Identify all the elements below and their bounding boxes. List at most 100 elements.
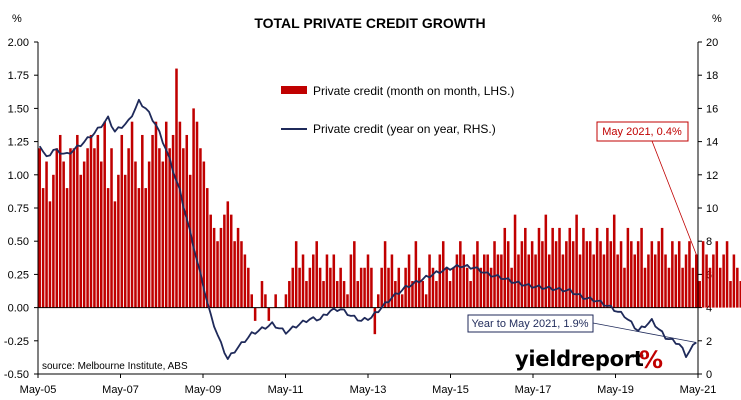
bar: [483, 254, 486, 308]
bar: [195, 121, 199, 308]
legend: Private credit (month on month, LHS.) Pr…: [281, 84, 514, 136]
x-tick-label: May-13: [350, 384, 387, 396]
annotation-annual-text: Year to May 2021, 1.9%: [471, 318, 588, 330]
line-series: [38, 98, 697, 361]
series-line: [38, 98, 697, 361]
bar: [575, 214, 578, 308]
annotation-leader-monthly: [651, 140, 697, 255]
bar: [715, 241, 719, 308]
bar: [448, 281, 452, 308]
bar-series: [38, 68, 741, 335]
bar: [89, 134, 93, 308]
legend-label-bar: Private credit (month on month, LHS.): [313, 84, 514, 98]
bar: [626, 227, 630, 308]
bar: [486, 254, 489, 308]
bar: [291, 267, 295, 308]
bar: [465, 267, 469, 308]
bar: [243, 254, 247, 308]
bar: [202, 161, 206, 308]
bar: [732, 254, 736, 308]
bar: [151, 134, 154, 308]
bar: [674, 254, 678, 308]
y-left-tick-label: -0.50: [4, 369, 29, 381]
bar: [164, 121, 168, 308]
bar: [274, 294, 277, 308]
bar: [209, 214, 212, 308]
y-right-unit: %: [712, 13, 722, 25]
bar: [452, 267, 455, 308]
bar: [698, 281, 701, 308]
bar: [708, 267, 712, 308]
bar: [657, 241, 660, 308]
y-right-tick-label: 14: [706, 137, 718, 149]
bar: [407, 254, 411, 308]
y-right-tick-label: 16: [706, 103, 718, 115]
bar: [558, 227, 561, 308]
bar: [339, 267, 342, 308]
bar: [582, 227, 585, 308]
bar: [236, 227, 240, 308]
bar: [691, 267, 695, 308]
bar: [199, 148, 202, 308]
bar: [356, 281, 360, 308]
bar: [496, 254, 500, 308]
x-tick-label: May-07: [102, 384, 139, 396]
bar: [530, 241, 534, 308]
bar: [123, 174, 127, 308]
bar: [219, 227, 223, 308]
bar: [127, 148, 130, 308]
bar: [592, 254, 595, 308]
bar: [541, 241, 544, 308]
brand-percent-icon: %: [639, 346, 663, 374]
bar: [69, 148, 72, 308]
bar: [366, 254, 370, 308]
bar: [469, 281, 472, 308]
bar: [332, 254, 336, 308]
bar: [435, 281, 438, 308]
y-right-tick-label: 8: [706, 236, 712, 248]
bar: [264, 294, 267, 308]
y-left-tick-label: 2.00: [8, 37, 29, 49]
y-left-tick-label: 0.00: [8, 303, 29, 315]
bar: [147, 161, 151, 308]
bar: [346, 294, 349, 308]
bar: [305, 281, 308, 308]
bar: [380, 267, 383, 308]
bar: [178, 121, 182, 308]
bar: [137, 188, 141, 308]
y-left-tick-label: -0.25: [4, 336, 29, 348]
bar: [96, 134, 100, 308]
bar: [55, 148, 59, 308]
bar: [684, 254, 688, 308]
bar: [438, 254, 442, 308]
bar: [318, 267, 322, 308]
bar: [418, 267, 421, 308]
bar: [411, 281, 414, 308]
bar: [62, 161, 65, 308]
bar: [353, 241, 356, 308]
bar: [551, 227, 554, 308]
bar: [120, 134, 124, 308]
bar: [623, 267, 626, 308]
bar: [722, 254, 725, 308]
bar: [554, 241, 558, 308]
bar: [93, 148, 96, 308]
bar: [298, 267, 301, 308]
y-left-tick-label: 1.50: [8, 103, 29, 115]
bar: [705, 254, 708, 308]
bar: [718, 267, 722, 308]
bar: [288, 281, 291, 308]
x-tick-label: May-19: [597, 384, 634, 396]
bar: [589, 241, 592, 308]
bar: [404, 267, 407, 308]
bar: [561, 254, 565, 308]
x-tick-label: May-09: [185, 384, 222, 396]
brand-text: yieldreport: [515, 347, 644, 371]
bar: [267, 307, 271, 321]
bar: [38, 148, 41, 308]
x-tick-label: May-21: [680, 384, 717, 396]
bar: [619, 241, 623, 308]
axis-ticks: -0.50 -0.25 0.00 0.25 0.50 0.75 1.00 1.25 1.50 1.…: [4, 37, 718, 396]
bar: [284, 294, 288, 308]
bar: [226, 201, 230, 308]
